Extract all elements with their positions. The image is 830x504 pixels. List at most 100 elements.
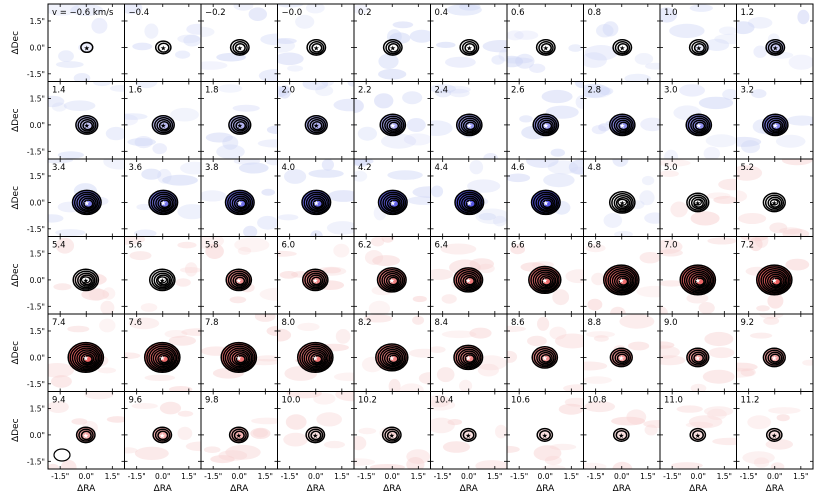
noise-blob [660, 345, 680, 359]
channel-panel-25: ★ 4.4 [430, 158, 508, 237]
noise-blob [183, 34, 201, 47]
contours [688, 38, 709, 56]
noise-blob [714, 33, 737, 45]
noise-blob [216, 144, 245, 159]
noise-blob [736, 136, 762, 147]
noise-blob [409, 29, 431, 43]
contours [148, 189, 179, 216]
contour-level [80, 353, 95, 365]
source-star-marker: ★ [83, 354, 89, 362]
x-axis-label: ΔRA [383, 484, 402, 494]
source-star-marker: ★ [390, 122, 396, 130]
tick-marks [201, 391, 278, 469]
noise-blob [381, 133, 417, 149]
contour-level [539, 429, 551, 441]
contour-level [532, 269, 559, 292]
contour-level [303, 347, 329, 369]
contours [72, 268, 100, 292]
noise-blob [175, 50, 191, 59]
source-star-marker: ★ [312, 432, 318, 440]
contour-level [460, 272, 479, 289]
noise-blob [660, 159, 691, 167]
source-star-marker: ★ [237, 44, 243, 52]
contour-level [143, 341, 181, 373]
contour-level [386, 197, 401, 210]
noise-blob [781, 159, 813, 166]
noise-blob [636, 285, 660, 298]
noise-blob [555, 333, 584, 349]
source-star-marker: ★ [542, 432, 548, 440]
noise-blob [660, 355, 686, 366]
velocity-label: 10.6 [511, 396, 530, 406]
source-star-marker: ★ [159, 277, 165, 285]
contour-level [73, 191, 101, 214]
contour-level [691, 41, 707, 55]
velocity-label: 10.2 [358, 396, 377, 406]
contour-level [380, 191, 407, 214]
noise-blob [722, 89, 737, 100]
contours [602, 264, 640, 296]
noise-blob [598, 123, 611, 132]
contours [152, 426, 173, 444]
source-star-marker: ★ [236, 354, 242, 362]
noise-blob [233, 4, 254, 11]
contour-level [612, 38, 633, 56]
contour-level [79, 119, 95, 132]
contour-level [310, 197, 325, 210]
noise-blob [333, 243, 350, 258]
noise-blob [430, 84, 456, 94]
contour-level [541, 121, 553, 131]
contour-level [230, 117, 250, 134]
contour-level [77, 272, 96, 289]
contour-level [531, 346, 559, 369]
contour-level [534, 115, 558, 135]
contour-level [687, 115, 711, 135]
velocity-label: 9.8 [205, 396, 219, 406]
noise-blob [48, 363, 75, 378]
x-tick-label: -1.5" [740, 472, 758, 481]
noise-blob [564, 397, 584, 407]
contours [536, 427, 554, 442]
noise-pattern [740, 236, 810, 312]
noise-blob [254, 314, 276, 322]
source-star-marker: ★ [619, 44, 625, 52]
noise-blob [93, 81, 111, 87]
velocity-label: 1.8 [205, 86, 219, 96]
contour-level [305, 193, 328, 213]
contours [755, 264, 793, 296]
noise-blob [587, 298, 603, 311]
source-star-marker: ★ [313, 122, 319, 130]
noise-pattern [201, 4, 278, 82]
noise-blob [441, 294, 457, 304]
contour-level [80, 430, 92, 441]
x-tick-label: 1.5" [105, 472, 120, 481]
contour-level [453, 267, 484, 293]
tick-marks [736, 391, 813, 469]
x-tick-label: 0.0" [308, 472, 323, 481]
contours [304, 114, 328, 135]
noise-pattern [201, 159, 278, 237]
source-star-marker: ★ [389, 432, 395, 440]
contour-level [154, 117, 174, 134]
source-star-marker: ★ [312, 277, 318, 285]
contour-level [233, 353, 248, 365]
contour-level [376, 267, 407, 293]
noise-blob [435, 88, 452, 98]
noise-blob [408, 348, 431, 358]
noise-pattern [510, 244, 584, 306]
contour-level [769, 353, 781, 363]
noise-blob [676, 405, 703, 413]
tick-marks [201, 81, 278, 159]
contour-level [377, 345, 407, 371]
contours [228, 114, 252, 135]
noise-blob [277, 328, 292, 342]
noise-blob [639, 190, 655, 206]
velocity-label: 8.0 [282, 318, 296, 328]
contour-level [538, 41, 554, 55]
contour-level [462, 352, 477, 365]
noise-blob [713, 195, 737, 204]
contour-level [305, 349, 328, 368]
velocity-label: v = −0.6 km/s [52, 8, 114, 18]
noise-blob [459, 379, 473, 392]
noise-blob [704, 406, 734, 417]
